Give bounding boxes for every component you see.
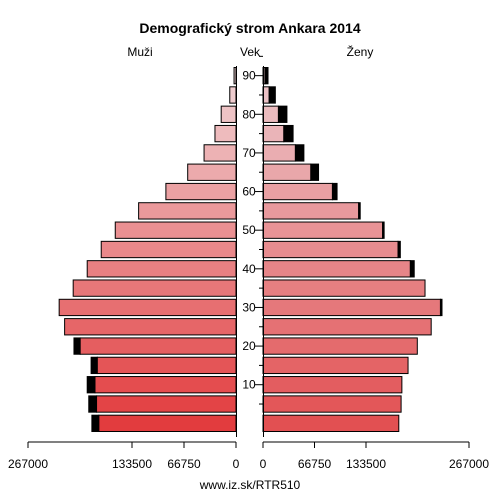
bar-female-extra-85-89	[268, 86, 276, 104]
bar-female-80-84	[262, 105, 279, 123]
age-tick-label-20: 20	[242, 339, 256, 353]
bar-male-20-24	[79, 337, 237, 355]
bar-male-50-54	[114, 221, 237, 239]
x-tick-label-right-133500: 133500	[346, 457, 386, 471]
age-tick-label-60: 60	[242, 185, 256, 199]
bar-female-70-74	[262, 144, 296, 162]
bar-male-60-64	[165, 182, 237, 201]
bars-layer	[58, 67, 443, 432]
bar-male-45-49	[100, 240, 237, 259]
bar-female-65-69	[262, 163, 312, 181]
axes-layer: 10 20 30 40 50 60 70 80 90 267000 133500 66750 0 0 667…	[8, 55, 489, 471]
bar-female-5-9	[262, 395, 402, 413]
bar-female-0-4	[262, 414, 400, 432]
age-tick-label-30: 30	[242, 300, 256, 314]
bar-female-60-64	[262, 182, 333, 201]
bar-female-extra-80-84	[277, 105, 288, 123]
right-label: Ženy	[347, 44, 374, 59]
bar-male-55-59	[138, 202, 237, 220]
bar-female-extra-55-59	[358, 202, 361, 220]
source-label: www.iz.sk/RTR510	[199, 478, 301, 492]
bar-female-10-14	[262, 376, 403, 394]
bar-female-40-44	[262, 260, 411, 278]
bar-male-extra-10-14	[86, 376, 96, 394]
bar-female-extra-40-44	[409, 260, 415, 278]
bar-male-80-84	[220, 105, 237, 123]
bar-male-75-79	[214, 124, 237, 143]
x-tick-label-left-0: 0	[233, 457, 240, 471]
bar-female-20-24	[262, 337, 418, 355]
bar-female-extra-70-74	[294, 144, 305, 162]
bar-female-30-34	[262, 298, 441, 317]
bar-male-70-74	[203, 144, 237, 162]
age-tick-label-10: 10	[242, 378, 256, 392]
center-label: Vek	[240, 45, 261, 59]
bar-male-85-89	[229, 86, 237, 104]
bar-female-55-59	[262, 202, 360, 220]
x-tick-label-left-267000: 267000	[8, 457, 48, 471]
x-tick-label-left-66750: 66750	[167, 457, 201, 471]
bar-female-extra-30-34	[439, 298, 443, 317]
bar-male-5-9	[96, 395, 237, 413]
bar-female-extra-65-69	[310, 163, 320, 181]
x-tick-label-right-0: 0	[260, 457, 267, 471]
bar-female-extra-60-64	[331, 182, 338, 201]
bar-female-25-29	[262, 318, 432, 336]
x-tick-label-left-133500: 133500	[112, 457, 152, 471]
bar-male-15-19	[96, 356, 237, 375]
bar-male-90+	[233, 67, 237, 85]
bar-male-extra-0-4	[91, 414, 100, 432]
bar-female-15-19	[262, 356, 409, 375]
bar-female-extra-50-54	[382, 221, 385, 239]
bar-male-extra-5-9	[88, 395, 98, 413]
bar-female-extra-75-79	[283, 124, 294, 143]
bar-male-65-69	[187, 163, 237, 181]
age-tick-label-40: 40	[242, 262, 256, 276]
bar-female-75-79	[262, 124, 285, 143]
age-tick-label-90: 90	[242, 69, 256, 83]
bar-male-30-34	[58, 298, 237, 317]
bar-female-extra-90+	[264, 67, 269, 85]
age-tick-label-50: 50	[242, 223, 256, 237]
age-tick-label-80: 80	[242, 107, 256, 121]
bar-male-40-44	[86, 260, 237, 278]
bar-male-extra-20-24	[73, 337, 81, 355]
bar-male-0-4	[98, 414, 237, 432]
bar-male-extra-15-19	[90, 356, 98, 375]
x-tick-label-right-66750: 66750	[298, 457, 332, 471]
bar-male-10-14	[94, 376, 237, 394]
chart-title: Demografický strom Ankara 2014	[139, 20, 360, 36]
x-tick-label-right-267000: 267000	[449, 457, 489, 471]
bar-female-45-49	[262, 240, 399, 259]
left-label: Muži	[127, 45, 152, 59]
bar-female-50-54	[262, 221, 384, 239]
bar-female-extra-45-49	[397, 240, 401, 259]
bar-female-35-39	[262, 279, 426, 297]
bar-male-35-39	[72, 279, 237, 297]
bar-male-25-29	[64, 318, 237, 336]
age-tick-label-70: 70	[242, 146, 256, 160]
